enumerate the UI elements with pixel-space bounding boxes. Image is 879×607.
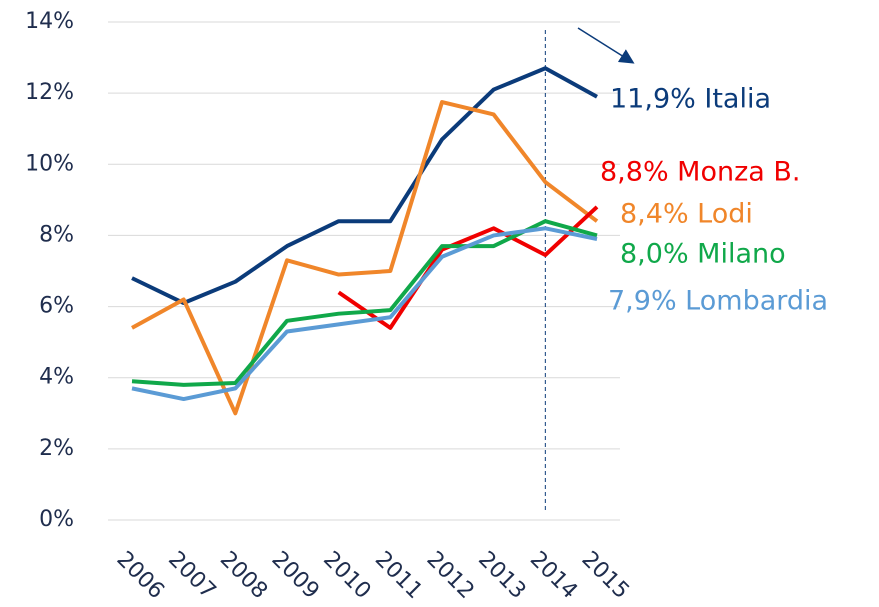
trend-arrow (577, 27, 635, 64)
series-label: 11,9% Italia (610, 84, 771, 115)
series-label: 8,0% Milano (620, 239, 786, 270)
y-tick-label: 12% (25, 80, 74, 105)
y-tick-label: 2% (39, 436, 74, 461)
series-line (131, 66, 598, 306)
x-tick-label: 2014 (525, 547, 582, 604)
x-tick-label: 2008 (215, 547, 272, 604)
series-line (131, 100, 599, 416)
x-tick-label: 2012 (422, 547, 479, 604)
y-tick-label: 6% (39, 294, 74, 319)
y-tick-label: 14% (25, 9, 74, 34)
x-tick-label: 2009 (267, 547, 324, 604)
series-line (131, 226, 598, 402)
x-tick-label: 2007 (163, 547, 220, 604)
y-tick-label: 10% (25, 151, 74, 176)
y-tick-label: 8% (39, 222, 74, 247)
x-tick-label: 2006 (112, 547, 169, 604)
y-tick-label: 0% (39, 507, 74, 532)
series-label: 7,9% Lombardia (608, 286, 828, 317)
series-label: 8,8% Monza B. (600, 157, 801, 188)
x-tick-label: 2011 (370, 547, 427, 604)
series-label: 8,4% Lodi (620, 199, 753, 230)
x-tick-label: 2010 (318, 547, 375, 604)
series-line (337, 205, 599, 330)
x-tick-label: 2013 (473, 547, 530, 604)
y-tick-label: 4% (39, 365, 74, 390)
x-tick-label: 2015 (577, 547, 634, 604)
